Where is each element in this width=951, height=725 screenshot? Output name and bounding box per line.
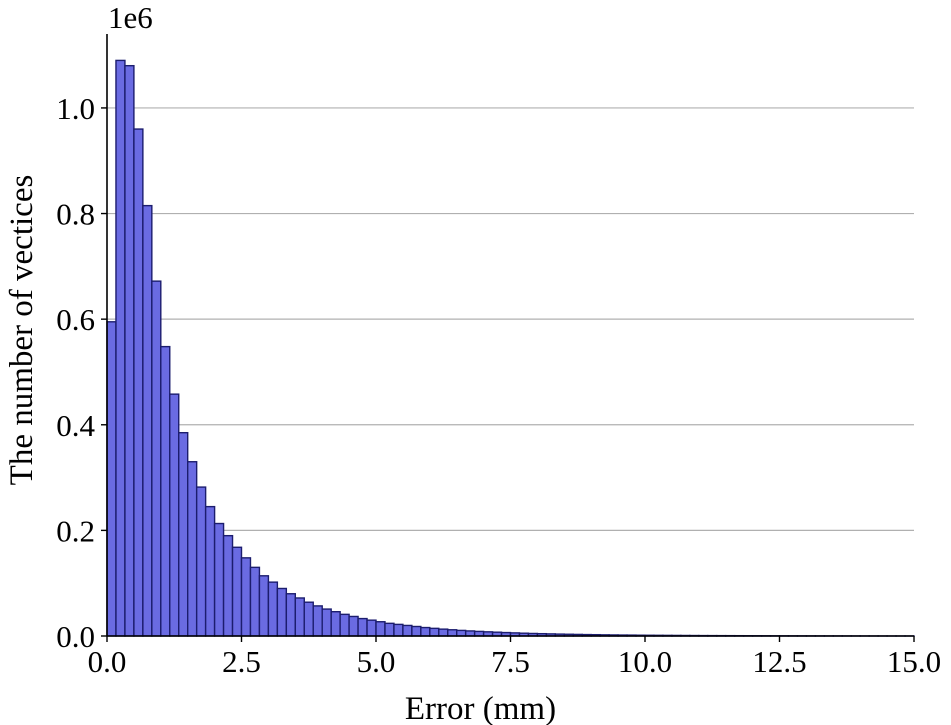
histogram-bar (169, 393, 180, 637)
histogram-bar (178, 431, 189, 637)
histogram-bar (213, 522, 225, 637)
histogram-bar (438, 628, 449, 637)
histogram-bar (384, 622, 395, 637)
histogram-bar (106, 321, 117, 637)
histogram-bar (366, 619, 377, 637)
x-tick-label: 2.5 (222, 644, 261, 679)
x-tick-label: 10.0 (618, 644, 672, 679)
y-tick-label: 0.0 (56, 619, 95, 654)
histogram-bar (151, 280, 162, 637)
histogram-bar (357, 617, 368, 637)
y-tick-label: 1.0 (56, 91, 95, 126)
x-ticks: 0.0 2.5 5.0 7.5 10.0 12.5 15.0 (88, 636, 941, 679)
y-tick-label: 0.8 (56, 197, 95, 232)
histogram-bar (240, 557, 252, 637)
y-ticks: 0.0 0.2 0.4 0.6 0.8 1.0 (56, 91, 107, 654)
histogram-bar (276, 587, 288, 637)
histogram-bar (160, 345, 171, 637)
histogram-bar (187, 461, 198, 637)
histogram-bar (294, 597, 305, 637)
histogram-bar (222, 534, 234, 637)
histogram-bar (312, 605, 323, 637)
x-tick-label: 12.5 (752, 644, 806, 679)
histogram-bar (285, 593, 297, 637)
histogram-bar (330, 611, 341, 637)
histogram-bar (231, 546, 243, 637)
y-axis-multiplier: 1e6 (108, 0, 153, 35)
histogram-bar (133, 128, 144, 637)
gridlines (107, 107, 914, 531)
histogram-bar (375, 621, 386, 637)
y-axis-label: The number of vectices (4, 175, 40, 486)
histogram-bar (303, 601, 314, 637)
histogram-bar (267, 581, 279, 637)
histogram-bar (195, 486, 207, 637)
histogram-bar (411, 625, 422, 637)
histogram-bar (124, 64, 135, 637)
histogram-bars (106, 59, 915, 637)
histogram-bar (393, 623, 404, 637)
x-tick-label: 5.0 (357, 644, 396, 679)
histogram-bar (456, 629, 467, 637)
y-tick-label: 0.6 (56, 302, 95, 337)
histogram-bar (339, 613, 350, 637)
x-tick-label: 15.0 (887, 644, 941, 679)
y-tick-label: 0.2 (56, 513, 95, 548)
histogram-bar (348, 615, 359, 637)
histogram-bar (429, 627, 440, 637)
histogram-bar (420, 626, 431, 637)
x-tick-label: 0.0 (88, 644, 127, 679)
histogram-bar (142, 204, 153, 637)
histogram-bar (258, 575, 270, 637)
histogram-bar (402, 624, 413, 637)
histogram-bar (115, 59, 126, 637)
histogram-bar (321, 608, 332, 637)
histogram-bar (204, 505, 216, 637)
x-tick-label: 7.5 (491, 644, 530, 679)
histogram-bar (447, 629, 458, 637)
x-axis-label: Error (mm) (405, 691, 556, 725)
y-tick-label: 0.4 (56, 408, 95, 443)
histogram-bar (249, 566, 261, 637)
